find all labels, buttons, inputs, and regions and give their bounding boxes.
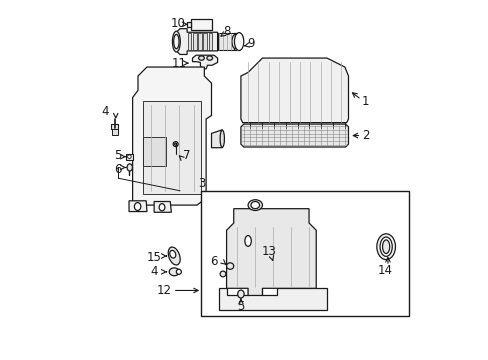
Bar bbox=[203, 33, 206, 50]
Polygon shape bbox=[129, 201, 147, 212]
Bar bbox=[193, 33, 196, 50]
Polygon shape bbox=[187, 22, 191, 27]
Ellipse shape bbox=[237, 290, 244, 298]
Text: 12: 12 bbox=[156, 284, 171, 297]
Ellipse shape bbox=[174, 143, 176, 145]
Ellipse shape bbox=[169, 268, 179, 276]
Ellipse shape bbox=[379, 237, 391, 256]
Text: 4: 4 bbox=[150, 265, 158, 278]
Bar bbox=[208, 33, 212, 50]
Ellipse shape bbox=[176, 269, 181, 274]
Polygon shape bbox=[241, 124, 348, 147]
Ellipse shape bbox=[206, 56, 212, 60]
Text: 5: 5 bbox=[114, 149, 122, 162]
Text: 3: 3 bbox=[197, 177, 205, 190]
Ellipse shape bbox=[220, 271, 225, 277]
Polygon shape bbox=[132, 67, 211, 205]
Text: 10: 10 bbox=[170, 17, 185, 30]
Ellipse shape bbox=[134, 203, 141, 211]
Text: 8: 8 bbox=[223, 26, 230, 39]
Text: 9: 9 bbox=[247, 36, 254, 50]
Bar bbox=[112, 129, 117, 135]
Polygon shape bbox=[219, 288, 326, 310]
Text: 7: 7 bbox=[183, 149, 190, 162]
Ellipse shape bbox=[247, 200, 262, 211]
Text: 11: 11 bbox=[171, 57, 186, 69]
Polygon shape bbox=[211, 130, 222, 148]
Bar bbox=[217, 33, 233, 50]
Bar bbox=[126, 154, 132, 159]
Ellipse shape bbox=[169, 251, 175, 258]
Text: 14: 14 bbox=[377, 264, 392, 277]
Bar bbox=[111, 124, 118, 129]
Ellipse shape bbox=[234, 33, 244, 50]
Ellipse shape bbox=[226, 263, 233, 269]
Ellipse shape bbox=[382, 240, 389, 253]
Polygon shape bbox=[154, 202, 171, 212]
Text: 2: 2 bbox=[361, 129, 369, 142]
Polygon shape bbox=[192, 55, 217, 69]
Text: 6: 6 bbox=[210, 255, 217, 268]
Ellipse shape bbox=[172, 31, 180, 52]
Ellipse shape bbox=[159, 204, 164, 211]
Text: 15: 15 bbox=[146, 251, 161, 264]
Ellipse shape bbox=[220, 130, 224, 147]
Bar bbox=[143, 101, 201, 194]
Ellipse shape bbox=[198, 56, 204, 60]
Bar bbox=[143, 137, 165, 166]
Ellipse shape bbox=[173, 35, 179, 49]
Ellipse shape bbox=[127, 164, 132, 171]
Polygon shape bbox=[241, 58, 348, 123]
Bar bbox=[198, 33, 202, 50]
Bar bbox=[201, 192, 408, 316]
Text: 1: 1 bbox=[361, 95, 369, 108]
Ellipse shape bbox=[231, 35, 239, 49]
Ellipse shape bbox=[250, 202, 259, 209]
Ellipse shape bbox=[168, 247, 180, 265]
Text: 6: 6 bbox=[114, 163, 122, 176]
Ellipse shape bbox=[376, 234, 395, 260]
Ellipse shape bbox=[244, 235, 251, 246]
Polygon shape bbox=[226, 209, 316, 296]
Bar bbox=[187, 33, 191, 50]
Ellipse shape bbox=[127, 155, 131, 158]
Text: 4: 4 bbox=[102, 105, 109, 118]
Text: 5: 5 bbox=[237, 300, 244, 313]
Ellipse shape bbox=[173, 141, 178, 147]
Bar bbox=[191, 19, 212, 30]
Polygon shape bbox=[176, 29, 217, 54]
Text: 13: 13 bbox=[262, 245, 277, 258]
